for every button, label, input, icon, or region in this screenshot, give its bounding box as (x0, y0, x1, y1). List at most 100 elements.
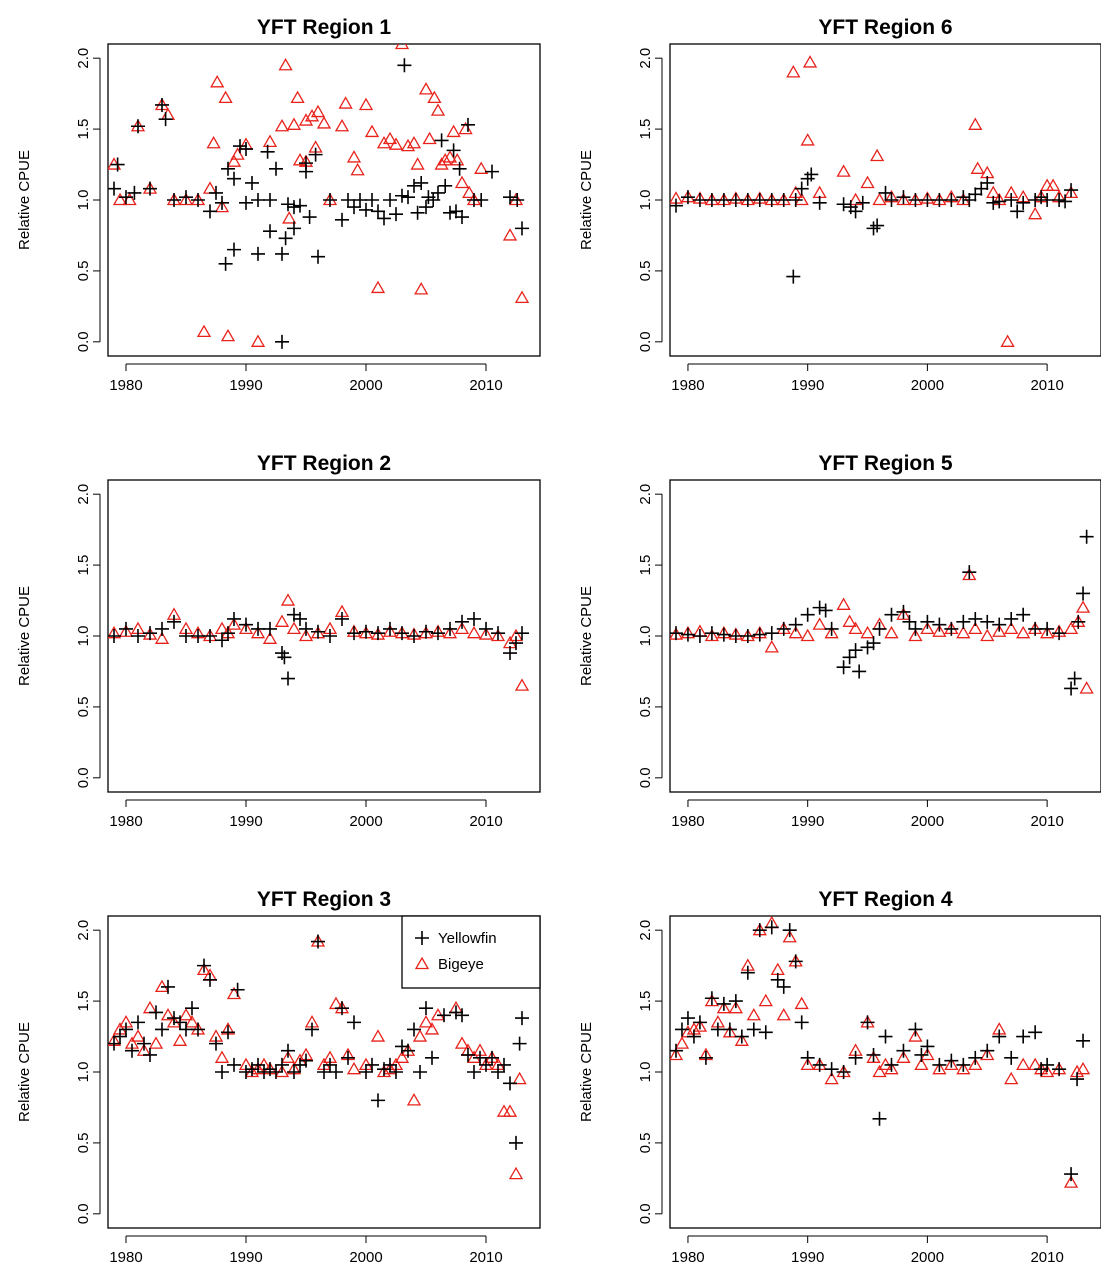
yellowfin-point (852, 664, 867, 679)
yellowfin-point (131, 119, 145, 134)
y-tick-label: 0.5 (75, 1132, 92, 1153)
bigeye-point (512, 1071, 527, 1085)
yellowfin-point (878, 185, 893, 200)
x-tick-label: 2000 (349, 813, 382, 830)
bigeye-point (746, 1007, 761, 1021)
yellowfin-point (227, 171, 241, 186)
yellowfin-point (473, 1050, 487, 1065)
plot-frame (669, 43, 1101, 357)
yellowfin-point (179, 1022, 193, 1037)
yellowfin-point (794, 1015, 809, 1030)
yellowfin-point (323, 629, 337, 643)
yellowfin-point (341, 193, 355, 207)
bigeye-point (274, 614, 290, 627)
bigeye-point (896, 192, 911, 206)
y-tick-label: 0.5 (75, 696, 92, 717)
bigeye-point (410, 157, 425, 170)
yellowfin-point (848, 643, 863, 658)
bigeye-point (112, 192, 128, 206)
yellowfin-point (410, 205, 425, 220)
yellowfin-point (449, 1005, 463, 1020)
yellowfin-point (438, 178, 453, 193)
data-points (670, 916, 1091, 1188)
yellowfin-point (728, 193, 743, 207)
yellowfin-point (119, 1022, 133, 1037)
yellowfin-point (1067, 671, 1082, 686)
yellowfin-point (474, 193, 489, 207)
yellowfin-point (293, 611, 307, 626)
y-tick-label: 2.0 (75, 48, 92, 69)
y-axis-label: Relative CPUE (16, 150, 33, 250)
bigeye-point (1063, 621, 1079, 635)
yellowfin-point (131, 629, 145, 643)
bigeye-point (278, 57, 293, 71)
yellowfin-point (419, 1001, 433, 1016)
bigeye-point (334, 118, 350, 132)
y-axis-label: Relative CPUE (578, 150, 595, 250)
x-tick-label: 1980 (671, 813, 704, 830)
yellowfin-point (1016, 195, 1031, 210)
yellowfin-point (728, 629, 743, 643)
bigeye-point (1016, 625, 1031, 639)
y-tick-label: 2.0 (637, 48, 654, 69)
yellowfin-point (263, 621, 277, 636)
bigeye-point (514, 678, 530, 691)
yellowfin-point (275, 246, 289, 261)
bigeye-point (670, 1047, 684, 1061)
y-tick-label: 0.0 (75, 767, 92, 788)
bigeye-point (800, 628, 815, 642)
bigeye-point (427, 90, 442, 104)
yellowfin-point (716, 193, 731, 207)
bigeye-point (956, 625, 971, 639)
bigeye-point (728, 1000, 743, 1014)
y-tick-label: 1.5 (637, 555, 654, 576)
yellowfin-point (878, 1029, 893, 1044)
y-tick-label: 1.5 (75, 991, 92, 1012)
yellowfin-point (1028, 193, 1043, 207)
yellowfin-point (245, 175, 259, 190)
yellowfin-point (515, 1011, 529, 1026)
yellowfin-point (1004, 193, 1019, 207)
yellowfin-point (698, 1050, 713, 1065)
yellowfin-point (920, 1039, 935, 1054)
yellowfin-point (1064, 1167, 1079, 1182)
bigeye-point (148, 1036, 164, 1049)
yellowfin-point (866, 636, 881, 651)
yellowfin-point (257, 1065, 271, 1079)
bigeye-point (782, 929, 797, 943)
bigeye-point (430, 103, 446, 116)
bigeye-point (424, 1022, 440, 1035)
yellowfin-point (812, 600, 827, 615)
yellowfin-point (1079, 529, 1094, 544)
x-tick-label: 1990 (229, 813, 262, 830)
x-tick-label: 1990 (791, 813, 824, 830)
bigeye-point (274, 118, 290, 132)
chart-title: YFT Region 2 (257, 452, 391, 475)
yellowfin-point (335, 212, 349, 227)
x-tick-label: 1980 (109, 813, 142, 830)
bigeye-point (800, 133, 815, 146)
bigeye-point (298, 628, 314, 642)
yellowfin-point (260, 144, 275, 159)
yellowfin-point (269, 1065, 283, 1079)
bigeye-point (316, 116, 332, 129)
yellowfin-point (740, 193, 755, 207)
yellowfin-point (317, 1065, 331, 1079)
yellowfin-point (992, 617, 1007, 632)
yellowfin-point (365, 1057, 379, 1072)
bigeye-point (418, 82, 434, 95)
bigeye-point (214, 199, 230, 213)
bigeye-point (184, 1015, 200, 1028)
bigeye-point (1063, 185, 1079, 199)
bigeye-point (328, 996, 344, 1010)
bigeye-point (454, 1036, 470, 1049)
bigeye-point (412, 1029, 428, 1042)
yellowfin-point (509, 1135, 523, 1150)
yellowfin-point (455, 1008, 469, 1023)
yellowfin-point (446, 143, 461, 158)
bigeye-point (414, 282, 429, 295)
yellowfin-point (407, 629, 421, 643)
yellowfin-point (704, 991, 719, 1006)
yellowfin-point (932, 617, 947, 632)
bigeye-point (218, 90, 233, 104)
